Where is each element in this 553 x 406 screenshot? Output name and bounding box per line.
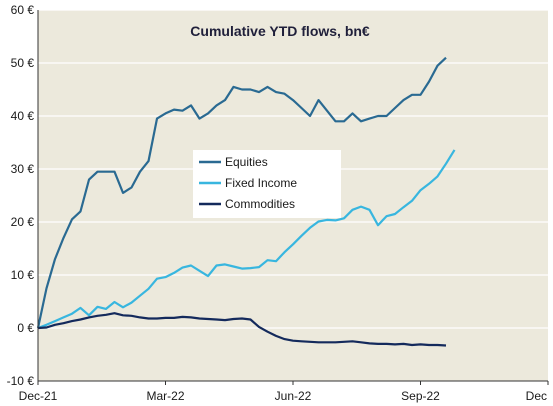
series-line-fixed-income [37,149,456,330]
y-tick-label: 50 € [11,56,35,70]
y-tick-label: -10 € [7,374,35,388]
y-tick-labels: -10 € 0 € 10 € 20 € 30 € 40 € 50 € 60 € [7,3,35,388]
x-tick-label: Dec [526,389,547,403]
series-line-commodities [37,312,447,347]
y-tick-label: 0 € [17,321,34,335]
chart-title: Cumulative YTD flows, bn€ [190,23,370,39]
gridlines [38,9,548,329]
legend-label: Equities [225,155,268,169]
legend-label: Commodities [225,197,295,211]
x-tick-label: Jun-22 [275,389,312,403]
y-tick-label: 20 € [11,215,35,229]
x-tick-label: Dec-21 [19,389,58,403]
legend: Equities Fixed Income Commodities [193,150,341,218]
y-tick-label: 30 € [11,162,35,176]
series-lines [36,56,456,347]
series-line-equities [36,56,447,329]
x-tick-labels: Dec-21 Mar-22 Jun-22 Sep-22 Dec [19,381,549,403]
x-tick-label: Mar-22 [146,389,184,403]
x-tick-label: Sep-22 [401,389,440,403]
y-tick-label: 40 € [11,109,35,123]
y-tick-label: 10 € [11,268,35,282]
y-tick-label: 60 € [11,3,35,17]
legend-label: Fixed Income [225,176,297,190]
